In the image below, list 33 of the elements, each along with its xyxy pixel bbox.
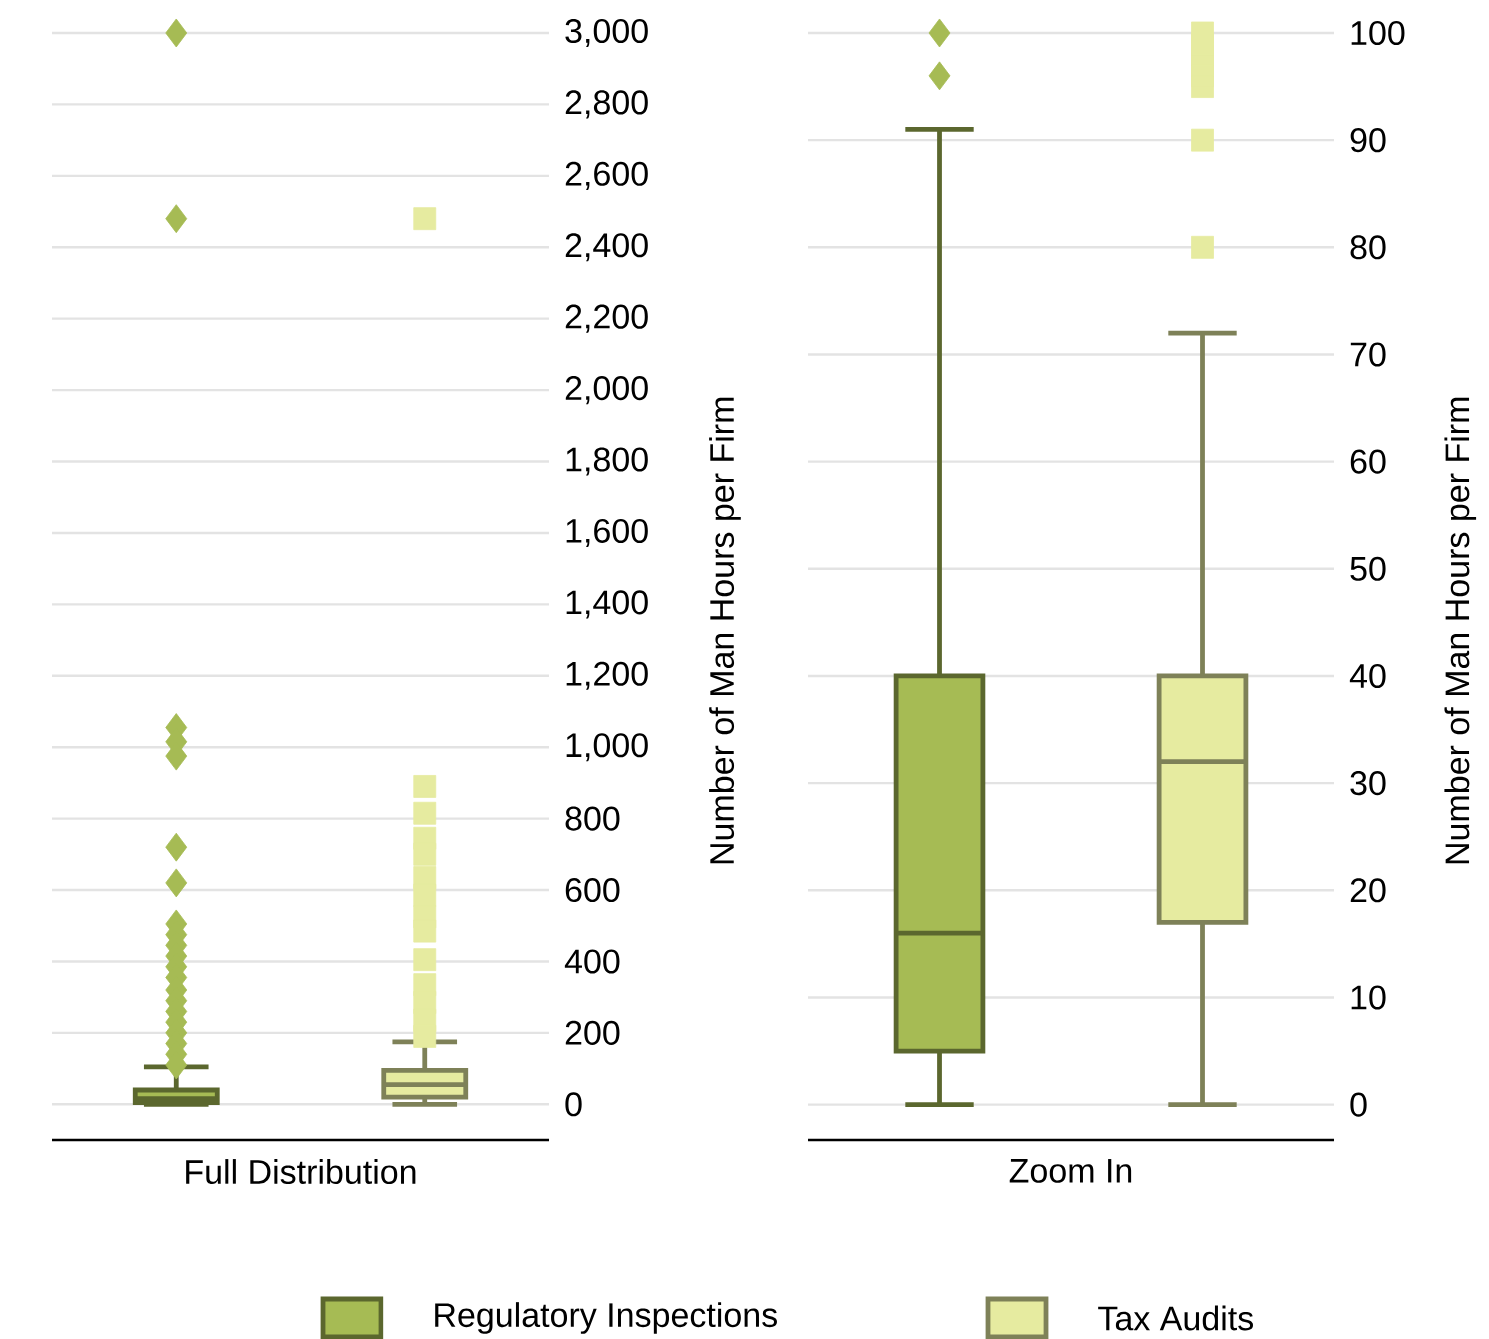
y-tick-label: 90	[1350, 127, 1386, 153]
y-axis-title: Number of Man Hours per Firm	[1444, 397, 1477, 864]
y-tick-label: 3,000	[565, 18, 648, 47]
y-axis-title: Number of Man Hours per Firm	[709, 397, 741, 864]
legend-label: Regulatory Inspections	[435, 1301, 777, 1334]
y-tick-label: 2,000	[565, 375, 648, 404]
y-tick-label: 100	[1351, 20, 1405, 45]
x-axis-title: Full Distribution	[186, 1158, 416, 1184]
y-tick-label: 60	[1350, 449, 1386, 474]
y-tick-label: 70	[1350, 342, 1386, 367]
y-tick-label: 1,600	[566, 518, 648, 547]
y-tick-label: 1,200	[566, 661, 648, 690]
y-tick-label: 40	[1349, 663, 1386, 688]
y-tick-label: 20	[1350, 878, 1386, 903]
y-tick-label: 0	[565, 1092, 582, 1117]
y-tick-label: 1,000	[566, 732, 648, 762]
y-tick-label: 600	[565, 877, 620, 902]
y-tick-label: 2,400	[565, 233, 648, 262]
legend-label: Tax Audits	[1098, 1305, 1253, 1331]
x-axis-title: Zoom In	[1009, 1158, 1132, 1183]
y-tick-label: 50	[1350, 556, 1386, 581]
y-tick-label: 200	[565, 1020, 620, 1045]
y-tick-label: 400	[564, 949, 620, 974]
y-tick-label: 1,800	[566, 447, 648, 476]
y-tick-label: 800	[565, 806, 620, 831]
y-tick-label: 10	[1351, 985, 1386, 1010]
y-tick-label: 80	[1350, 235, 1386, 260]
y-tick-label: 2,200	[565, 304, 648, 333]
y-tick-label: 0	[1350, 1092, 1367, 1117]
y-tick-label: 2,600	[565, 161, 648, 190]
y-tick-label: 30	[1350, 770, 1386, 795]
y-tick-label: 2,800	[565, 90, 648, 119]
y-tick-label: 1,400	[566, 590, 648, 619]
